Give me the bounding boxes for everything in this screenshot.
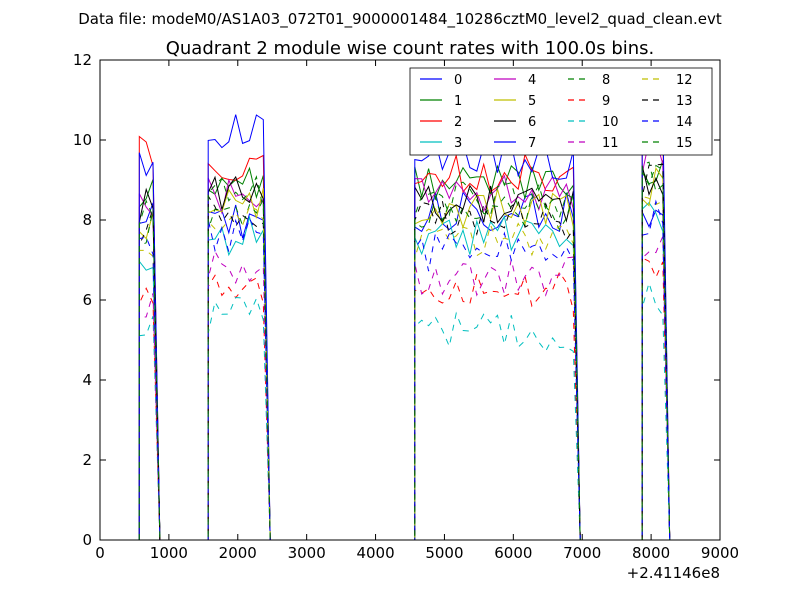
x-tick-label: 8000 bbox=[632, 544, 670, 562]
legend-label-0: 0 bbox=[454, 73, 462, 88]
chart-suptitle: Data file: modeM0/AS1A03_072T01_90000014… bbox=[78, 10, 722, 29]
x-tick-label: 4000 bbox=[356, 544, 394, 562]
ticks-layer: 0 1000 2000 3000 4000 5000 6000 7000 8000 9000 0 2 4… bbox=[73, 51, 739, 562]
x-tick-label: 2000 bbox=[219, 544, 257, 562]
series-10-line bbox=[138, 281, 671, 541]
legend-label-8: 8 bbox=[602, 73, 610, 88]
series-6-line bbox=[138, 165, 671, 541]
legend-label-4: 4 bbox=[528, 73, 536, 88]
y-tick-label: 10 bbox=[73, 131, 92, 149]
x-tick-label: 7000 bbox=[563, 544, 601, 562]
y-tick-label: 6 bbox=[82, 291, 92, 309]
series-12-line bbox=[138, 195, 671, 541]
series-11-line bbox=[138, 236, 671, 541]
series-layer bbox=[138, 93, 671, 541]
x-tick-label: 9000 bbox=[701, 544, 739, 562]
x-tick-label: 6000 bbox=[494, 544, 532, 562]
legend-label-13: 13 bbox=[676, 94, 693, 109]
legend-label-3: 3 bbox=[454, 136, 462, 151]
legend-label-2: 2 bbox=[454, 115, 462, 130]
series-14-line bbox=[138, 199, 671, 541]
legend-label-11: 11 bbox=[602, 136, 619, 151]
x-tick-label: 0 bbox=[95, 544, 105, 562]
legend-label-15: 15 bbox=[676, 136, 693, 151]
legend-label-6: 6 bbox=[528, 115, 536, 130]
y-tick-label: 8 bbox=[82, 211, 92, 229]
y-tick-label: 2 bbox=[82, 451, 92, 469]
x-tick-label: 3000 bbox=[288, 544, 326, 562]
series-9-line bbox=[138, 257, 671, 541]
x-offset-label: +2.41146e8 bbox=[627, 564, 720, 582]
legend-label-12: 12 bbox=[676, 73, 693, 88]
y-tick-label: 4 bbox=[82, 371, 92, 389]
legend-box bbox=[409, 67, 713, 156]
x-tick-label: 5000 bbox=[425, 544, 463, 562]
legend-label-5: 5 bbox=[528, 94, 536, 109]
y-tick-label: 12 bbox=[73, 51, 92, 69]
series-2-line bbox=[138, 129, 671, 541]
legend-label-1: 1 bbox=[454, 94, 462, 109]
series-5-line bbox=[138, 167, 671, 541]
series-15-line bbox=[138, 161, 671, 541]
series-13-line bbox=[138, 163, 671, 541]
legend-label-10: 10 bbox=[602, 115, 619, 130]
series-3-line bbox=[138, 201, 671, 541]
plot-frame bbox=[99, 59, 721, 541]
x-tick-label: 1000 bbox=[150, 544, 188, 562]
chart-title: Quadrant 2 module wise count rates with … bbox=[166, 38, 655, 59]
series-4-line bbox=[138, 139, 671, 541]
legend-label-7: 7 bbox=[528, 136, 536, 151]
legend-label-9: 9 bbox=[602, 94, 610, 109]
legend-label-14: 14 bbox=[676, 115, 693, 130]
y-tick-label: 0 bbox=[82, 531, 92, 549]
